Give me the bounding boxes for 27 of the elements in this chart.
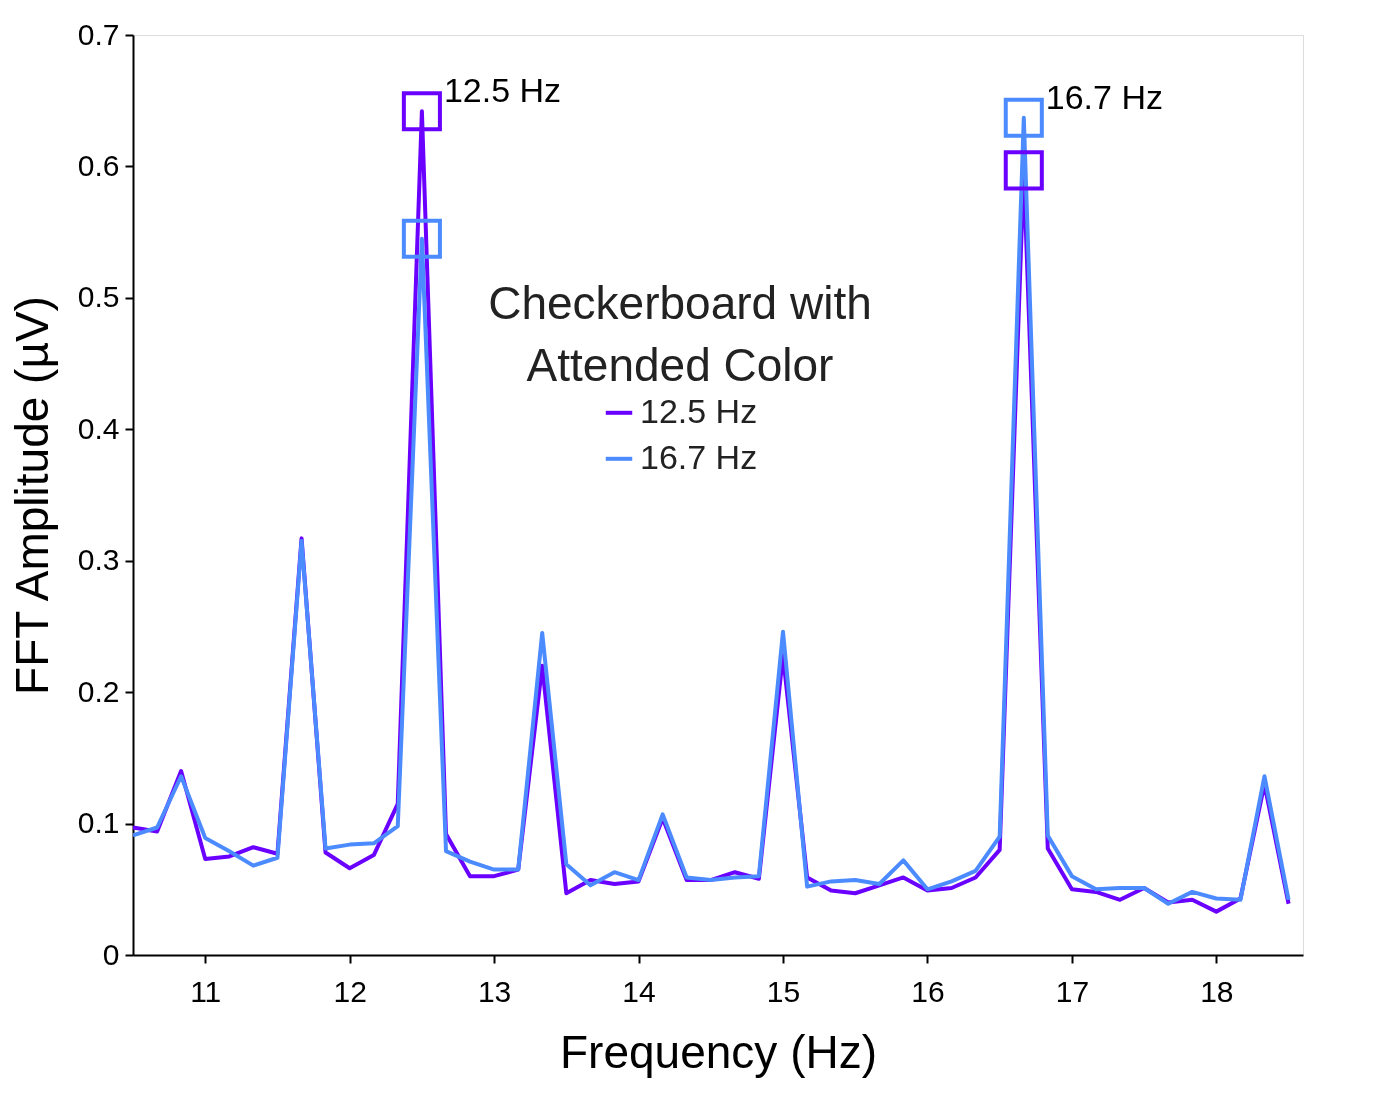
y-axis-title: FFT Amplitude (µV) [5, 296, 58, 695]
x-tick-label: 12 [333, 974, 367, 1008]
point [401, 218, 442, 259]
legend-label: 12.5 Hz [640, 391, 758, 430]
x-tick-label: 11 [190, 974, 222, 1008]
legend-title: Checkerboard with Attended Color [488, 276, 872, 391]
y-tick-label: 0.2 [77, 674, 120, 708]
x-tick-label: 14 [622, 974, 656, 1008]
annotation: 12.5 Hz [443, 71, 562, 110]
x-axis-title: Frequency (Hz) [560, 1025, 877, 1078]
x-tick-label: 16 [911, 974, 945, 1008]
y-tick-label: 0 [102, 937, 120, 971]
point [401, 91, 442, 132]
x-tick-label: 13 [477, 974, 512, 1008]
x-tick-label: 15 [766, 974, 801, 1008]
legend-label: 16.7 Hz [640, 437, 758, 476]
y-tick-label: 0.6 [77, 148, 120, 182]
point [1003, 150, 1044, 191]
y-tick-label: 0.7 [77, 17, 120, 51]
x-tick-label: 18 [1200, 974, 1234, 1008]
x-tick-label: 17 [1055, 974, 1090, 1008]
y-tick-label: 0.4 [77, 411, 120, 445]
y-tick-label: 0.3 [77, 543, 120, 577]
y-tick-label: 0.1 [77, 806, 120, 840]
point [1003, 97, 1044, 138]
y-tick-label: 0.5 [77, 280, 120, 314]
annotation: 16.7 Hz [1045, 77, 1163, 116]
